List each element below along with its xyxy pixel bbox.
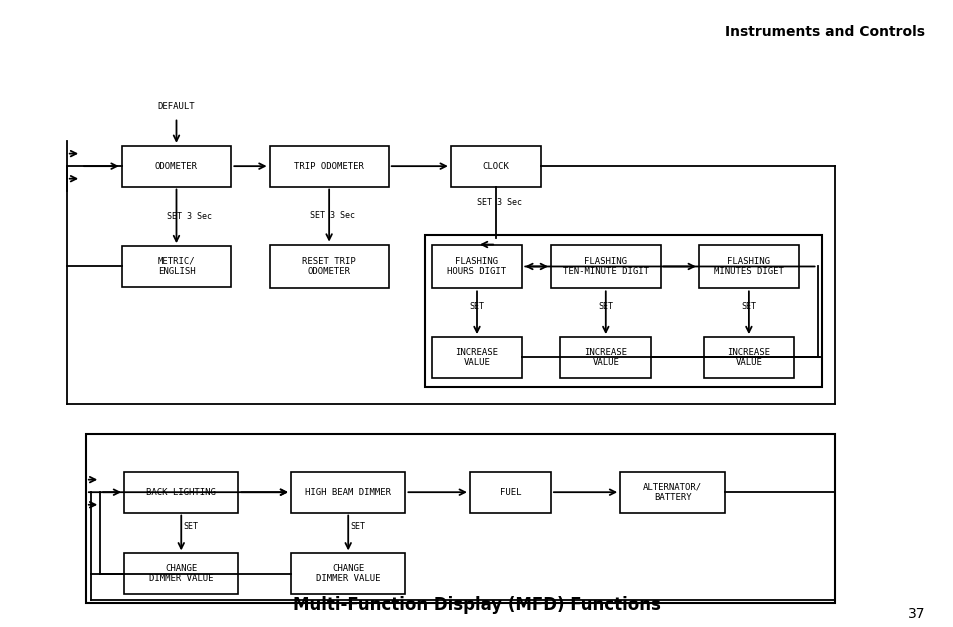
FancyBboxPatch shape (124, 554, 238, 594)
Text: SET: SET (350, 522, 365, 531)
FancyBboxPatch shape (451, 145, 541, 187)
FancyBboxPatch shape (122, 246, 231, 287)
Text: SET 3 Sec: SET 3 Sec (167, 212, 212, 221)
Bar (86, 434, 834, 603)
Text: DEFAULT: DEFAULT (157, 102, 195, 112)
Text: Instruments and Controls: Instruments and Controls (724, 25, 924, 39)
Text: ODOMETER: ODOMETER (154, 162, 198, 171)
FancyBboxPatch shape (431, 245, 522, 288)
FancyBboxPatch shape (431, 337, 522, 377)
FancyBboxPatch shape (559, 337, 650, 377)
FancyBboxPatch shape (291, 472, 405, 513)
Text: BACK LIGHTING: BACK LIGHTING (146, 488, 216, 497)
Bar (424, 235, 821, 387)
FancyBboxPatch shape (269, 245, 389, 288)
Text: Multi-Function Display (MFD) Functions: Multi-Function Display (MFD) Functions (293, 596, 660, 614)
Text: SET 3 Sec: SET 3 Sec (310, 211, 355, 220)
Text: 37: 37 (907, 607, 924, 621)
Text: HIGH BEAM DIMMER: HIGH BEAM DIMMER (305, 488, 391, 497)
FancyBboxPatch shape (469, 472, 551, 513)
Text: ALTERNATOR/
BATTERY: ALTERNATOR/ BATTERY (642, 483, 701, 502)
Text: CHANGE
DIMMER VALUE: CHANGE DIMMER VALUE (149, 564, 213, 583)
FancyBboxPatch shape (702, 337, 793, 377)
Text: SET: SET (598, 302, 613, 311)
FancyBboxPatch shape (291, 554, 405, 594)
Text: METRIC/
ENGLISH: METRIC/ ENGLISH (157, 257, 195, 276)
FancyBboxPatch shape (124, 472, 238, 513)
Text: INCREASE
VALUE: INCREASE VALUE (455, 348, 498, 367)
FancyBboxPatch shape (698, 245, 798, 288)
Text: CHANGE
DIMMER VALUE: CHANGE DIMMER VALUE (315, 564, 380, 583)
Text: FLASHING
MINUTES DIGET: FLASHING MINUTES DIGET (713, 257, 783, 276)
Text: INCREASE
VALUE: INCREASE VALUE (726, 348, 770, 367)
Text: FLASHING
TEN-MINUTE DIGIT: FLASHING TEN-MINUTE DIGIT (562, 257, 648, 276)
Text: TRIP ODOMETER: TRIP ODOMETER (294, 162, 364, 171)
Text: RESET TRIP
ODOMETER: RESET TRIP ODOMETER (302, 257, 355, 276)
Text: SET: SET (469, 302, 484, 311)
Text: SET 3 Sec: SET 3 Sec (476, 198, 521, 207)
Text: CLOCK: CLOCK (482, 162, 509, 171)
Text: INCREASE
VALUE: INCREASE VALUE (583, 348, 627, 367)
Text: SET: SET (740, 302, 756, 311)
FancyBboxPatch shape (551, 245, 659, 288)
FancyBboxPatch shape (619, 472, 724, 513)
Text: FUEL: FUEL (499, 488, 520, 497)
Text: FLASHING
HOURS DIGIT: FLASHING HOURS DIGIT (447, 257, 506, 276)
FancyBboxPatch shape (122, 145, 231, 187)
Text: SET: SET (183, 522, 198, 531)
FancyBboxPatch shape (269, 145, 389, 187)
